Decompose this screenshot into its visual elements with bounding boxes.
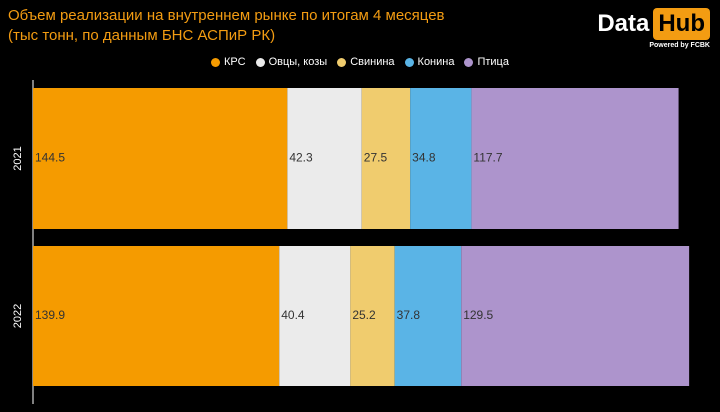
legend-item: Конина — [404, 56, 455, 68]
category-label: 2022 — [12, 304, 24, 328]
data-label: 42.3 — [289, 151, 313, 165]
datahub-logo: Data Hub Powered by FCBK — [580, 8, 710, 56]
bar-segment — [361, 88, 411, 229]
category-label: 2021 — [12, 146, 24, 170]
bar-segment — [33, 88, 288, 229]
logo-data-text: Data — [597, 10, 650, 37]
bar-segment — [461, 246, 690, 386]
bar-segment — [410, 88, 472, 229]
legend-item: Птица — [464, 56, 509, 68]
logo-powered-text: Powered by FCBK — [649, 42, 710, 49]
legend-swatch — [211, 57, 220, 67]
legend-label: Овцы, козы — [268, 56, 328, 68]
legend-item: Овцы, козы — [255, 56, 328, 68]
legend-item: Свинина — [337, 56, 395, 68]
bar-segment — [394, 246, 462, 386]
bar-segment — [471, 88, 679, 229]
legend-label: Птица — [477, 56, 509, 68]
legend-label: Конина — [417, 56, 455, 68]
legend-swatch — [255, 57, 265, 67]
legend-label: Свинина — [350, 56, 395, 68]
chart-title-block: Объем реализации на внутреннем рынке по … — [8, 6, 445, 46]
data-label: 27.5 — [364, 151, 388, 165]
data-label: 37.8 — [397, 308, 421, 322]
data-label: 117.7 — [473, 151, 502, 165]
bar-segment — [350, 246, 395, 386]
data-label: 25.2 — [352, 308, 376, 322]
bar-segment — [33, 246, 280, 386]
data-label: 129.5 — [463, 308, 493, 322]
data-label: 34.8 — [412, 151, 436, 165]
legend-swatch — [464, 57, 474, 67]
legend-item: КРС — [211, 56, 246, 68]
logo-hub-text: Hub — [653, 8, 710, 40]
bar-segment — [279, 246, 351, 386]
logo-wordmark: Data Hub — [580, 8, 710, 40]
legend-swatch — [337, 57, 347, 67]
bar-segment — [287, 88, 362, 229]
data-label: 40.4 — [281, 308, 305, 322]
data-label: 144.5 — [35, 151, 65, 165]
chart-legend: КРС Овцы, козы Свинина Конина Птица — [0, 56, 720, 68]
legend-swatch — [404, 57, 414, 67]
data-label: 139.9 — [35, 308, 65, 322]
legend-label: КРС — [224, 56, 246, 68]
chart-subtitle: (тыс тонн, по данным БНС АСПиР РК) — [8, 27, 276, 44]
chart-title: Объем реализации на внутреннем рынке по … — [8, 7, 445, 24]
